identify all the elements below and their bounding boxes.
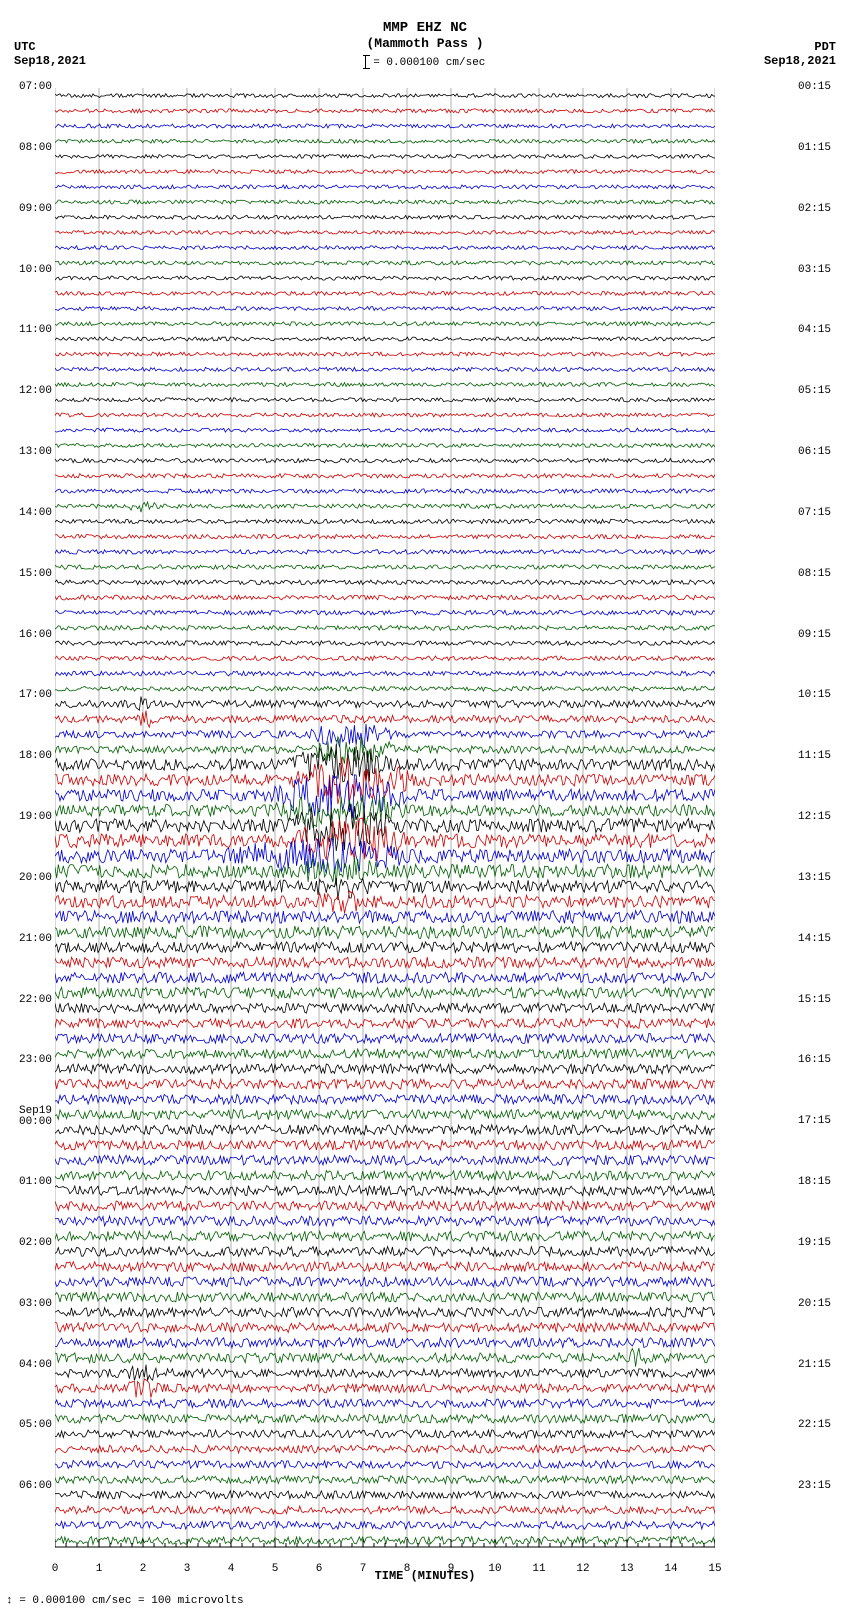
right-hour-label: 13:15 (798, 873, 850, 884)
right-time-labels: 00:1501:1502:1503:1504:1505:1506:1507:15… (798, 88, 850, 1548)
right-hour-label: 12:15 (798, 812, 850, 823)
left-hour-label: 12:00 (0, 386, 52, 397)
left-hour-label: 16:00 (0, 630, 52, 641)
timezone-right: PDT Sep18,2021 (764, 40, 836, 68)
left-hour-label: 17:00 (0, 690, 52, 701)
left-hour-label: 14:00 (0, 508, 52, 519)
right-hour-label: 09:15 (798, 630, 850, 641)
right-hour-label: 05:15 (798, 386, 850, 397)
x-axis-label: TIME (MINUTES) (0, 1569, 850, 1583)
seismogram-container: MMP EHZ NC (Mammoth Pass ) = 0.000100 cm… (0, 0, 850, 1613)
left-hour-label: 19:00 (0, 812, 52, 823)
station-location: (Mammoth Pass ) (0, 36, 850, 51)
right-hour-label: 17:15 (798, 1116, 850, 1127)
right-hour-label: 06:15 (798, 447, 850, 458)
right-hour-label: 18:15 (798, 1177, 850, 1188)
right-hour-label: 10:15 (798, 690, 850, 701)
footer-scale-note: ↕ = 0.000100 cm/sec = 100 microvolts (6, 1595, 244, 1607)
right-hour-label: 22:15 (798, 1420, 850, 1431)
right-hour-label: 14:15 (798, 934, 850, 945)
right-hour-label: 01:15 (798, 143, 850, 154)
right-hour-label: 04:15 (798, 325, 850, 336)
left-hour-label: 13:00 (0, 447, 52, 458)
left-hour-label: 05:00 (0, 1420, 52, 1431)
scale-bar-icon: ↕ (6, 1595, 13, 1607)
right-hour-label: 23:15 (798, 1481, 850, 1492)
right-hour-label: 21:15 (798, 1360, 850, 1371)
left-hour-label: 22:00 (0, 995, 52, 1006)
header: MMP EHZ NC (Mammoth Pass ) = 0.000100 cm… (0, 20, 850, 69)
right-hour-label: 07:15 (798, 508, 850, 519)
left-hour-label: 01:00 (0, 1177, 52, 1188)
left-hour-label: 23:00 (0, 1055, 52, 1066)
left-hour-label: 06:00 (0, 1481, 52, 1492)
left-hour-label: Sep1900:00 (0, 1106, 52, 1128)
left-hour-label: 15:00 (0, 569, 52, 580)
right-hour-label: 11:15 (798, 751, 850, 762)
right-hour-label: 20:15 (798, 1299, 850, 1310)
right-hour-label: 00:15 (798, 82, 850, 93)
left-hour-label: 20:00 (0, 873, 52, 884)
right-hour-label: 02:15 (798, 204, 850, 215)
left-hour-label: 09:00 (0, 204, 52, 215)
right-hour-label: 16:15 (798, 1055, 850, 1066)
station-code: MMP EHZ NC (0, 20, 850, 36)
right-hour-label: 19:15 (798, 1238, 850, 1249)
scale-bar-text: = 0.000100 cm/sec (0, 55, 850, 69)
left-hour-label: 08:00 (0, 143, 52, 154)
left-time-labels: 07:0008:0009:0010:0011:0012:0013:0014:00… (0, 88, 52, 1548)
right-hour-label: 03:15 (798, 265, 850, 276)
left-hour-label: 04:00 (0, 1360, 52, 1371)
right-hour-label: 08:15 (798, 569, 850, 580)
left-hour-label: 03:00 (0, 1299, 52, 1310)
left-hour-label: 21:00 (0, 934, 52, 945)
left-hour-label: 07:00 (0, 82, 52, 93)
left-hour-label: 11:00 (0, 325, 52, 336)
left-hour-label: 10:00 (0, 265, 52, 276)
seismogram-plot (55, 88, 715, 1548)
left-hour-label: 18:00 (0, 751, 52, 762)
right-hour-label: 15:15 (798, 995, 850, 1006)
timezone-left: UTC Sep18,2021 (14, 40, 86, 68)
left-hour-label: 02:00 (0, 1238, 52, 1249)
